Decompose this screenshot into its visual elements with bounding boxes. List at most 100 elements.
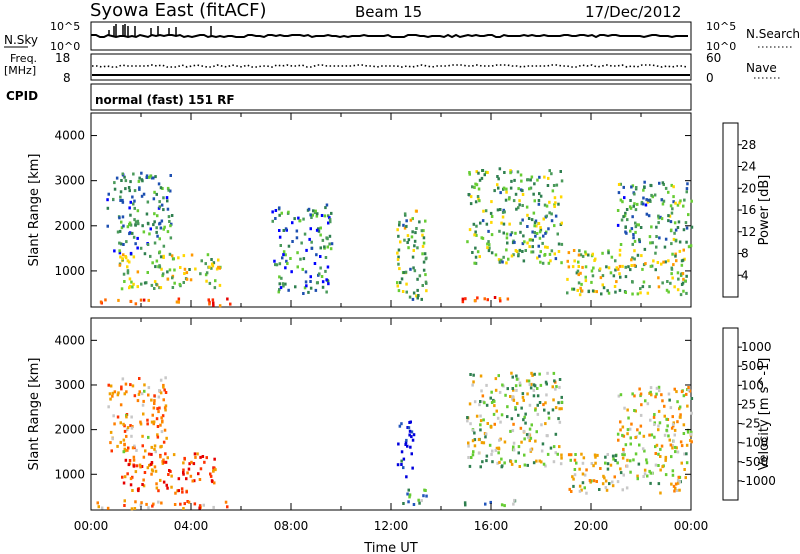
heatmap-cell-0-7 — [622, 215, 625, 219]
heatmap-cell-0-4 — [557, 250, 561, 253]
heatmap-cell-0-4 — [502, 231, 505, 235]
heatmap-cell-1-3 — [398, 424, 402, 428]
heatmap-cell-0-4 — [520, 179, 523, 183]
heatmap-cell-1-7 — [619, 467, 622, 471]
heatmap-cell-1-7 — [605, 488, 609, 492]
heatmap-cell-0-8 — [309, 227, 312, 231]
heatmap-cell-1-8 — [686, 404, 689, 408]
heatmap-cell-0-7 — [668, 214, 672, 218]
heatmap-cell-0-2 — [136, 219, 140, 223]
heatmap-cell-0-1 — [122, 253, 125, 257]
heatmap-cell-1-2 — [123, 392, 126, 396]
freq-label: Freq. — [10, 52, 37, 65]
heatmap-cell-0-8 — [319, 246, 322, 250]
heatmap-cell-1-1 — [182, 471, 185, 475]
heatmap-cell-1-2 — [133, 444, 136, 448]
heatmap-cell-0-7 — [690, 225, 694, 229]
heatmap-cell-1-2 — [112, 414, 115, 418]
heatmap-cell-0-4 — [477, 187, 481, 191]
heatmap-cell-0-7 — [638, 238, 641, 242]
heatmap-cell-0-8 — [295, 229, 299, 233]
heatmap-cell-1-7 — [676, 481, 680, 485]
heatmap-cell-1-7 — [622, 473, 625, 477]
heatmap-cell-0-4 — [488, 246, 491, 250]
heatmap-cell-0-7 — [638, 240, 641, 244]
heatmap-cell-1-1 — [209, 472, 212, 476]
heatmap-cell-0-6 — [682, 248, 685, 252]
heatmap-cell-1-7 — [592, 479, 596, 483]
heatmap-cell-0-4 — [513, 178, 516, 182]
heatmap-cell-1-5 — [528, 403, 532, 407]
heatmap-cell-1-6 — [513, 498, 516, 502]
heatmap-cell-0-1 — [166, 270, 169, 274]
heatmap-cell-1-8 — [641, 447, 645, 451]
heatmap-cell-0-4 — [490, 233, 494, 237]
heatmap-cell-0-2 — [169, 174, 172, 177]
heatmap-cell-1-2 — [150, 445, 153, 449]
heatmap-cell-0-6 — [661, 281, 664, 285]
heatmap-cell-0-6 — [680, 272, 683, 276]
heatmap-cell-0-4 — [481, 219, 485, 223]
heatmap-cell-1-5 — [514, 407, 517, 411]
heatmap-cell-0-4 — [488, 243, 491, 247]
heatmap-cell-0-4 — [468, 228, 472, 232]
heatmap-cell-0-3 — [397, 234, 400, 238]
heatmap-cell-0-4 — [509, 233, 512, 237]
heatmap-cell-0-4 — [514, 231, 517, 235]
heatmap-cell-0-1 — [126, 259, 130, 263]
heatmap-cell-0-4 — [531, 238, 534, 242]
heatmap-cell-1-8 — [642, 434, 646, 438]
heatmap-cell-1-5 — [526, 392, 529, 396]
heatmap-cell-0-2 — [106, 206, 110, 210]
heatmap-cell-0-2 — [115, 176, 119, 180]
heatmap-cell-1-5 — [540, 423, 543, 427]
heatmap-cell-0-3 — [405, 282, 408, 286]
heatmap-cell-1-5 — [481, 460, 484, 464]
heatmap-cell-1-8 — [653, 413, 656, 416]
y-tick-label-3: 4000 — [54, 129, 85, 143]
heatmap-cell-1-5 — [503, 461, 506, 465]
heatmap-cell-1-8 — [675, 446, 678, 450]
heatmap-cell-0-8 — [274, 209, 278, 212]
heatmap-cell-0-7 — [640, 200, 644, 204]
heatmap-cell-0-4 — [548, 252, 552, 256]
heatmap-cell-1-7 — [572, 484, 575, 488]
colorbar-tick-label-0: 4 — [741, 268, 749, 282]
heatmap-cell-0-2 — [133, 206, 136, 210]
heatmap-cell-1-2 — [119, 440, 122, 444]
heatmap-cell-0-4 — [499, 259, 502, 263]
heatmap-cell-1-8 — [668, 438, 671, 442]
heatmap-cell-1-8 — [636, 428, 639, 432]
heatmap-cell-1-8 — [680, 444, 684, 448]
heatmap-cell-1-7 — [678, 480, 682, 484]
heatmap-cell-0-7 — [623, 196, 626, 200]
heatmap-cell-0-4 — [532, 192, 535, 196]
heatmap-cell-1-5 — [540, 449, 544, 453]
heatmap-cell-1-7 — [649, 471, 653, 475]
heatmap-cell-0-8 — [317, 229, 321, 233]
heatmap-cell-1-5 — [482, 418, 485, 422]
colorbar-tick-label-1: 8 — [741, 247, 749, 261]
heatmap-cell-0-4 — [530, 175, 534, 179]
heatmap-cell-0-2 — [167, 215, 171, 219]
heatmap-cell-0-4 — [505, 232, 509, 236]
heatmap-cell-0-3 — [403, 226, 407, 230]
heatmap-cell-1-5 — [512, 448, 516, 452]
heatmap-cell-1-1 — [191, 479, 194, 483]
heatmap-cell-1-5 — [467, 456, 470, 459]
heatmap-cell-1-8 — [671, 415, 674, 419]
heatmap-cell-0-6 — [576, 269, 580, 273]
heatmap-cell-0-8 — [313, 262, 317, 265]
heatmap-cell-0-6 — [624, 291, 627, 294]
heatmap-cell-0-1 — [158, 265, 162, 269]
heatmap-cell-0-7 — [616, 209, 620, 212]
heatmap-cell-0-7 — [660, 217, 664, 221]
heatmap-cell-0-4 — [529, 186, 533, 190]
heatmap-cell-1-8 — [655, 386, 659, 390]
heatmap-cell-1-2 — [153, 394, 156, 398]
heatmap-cell-0-8 — [318, 272, 321, 276]
heatmap-cell-1-7 — [573, 468, 577, 471]
heatmap-cell-0-6 — [641, 285, 645, 289]
heatmap-cell-1-8 — [661, 399, 664, 403]
heatmap-cell-0-8 — [299, 257, 302, 261]
